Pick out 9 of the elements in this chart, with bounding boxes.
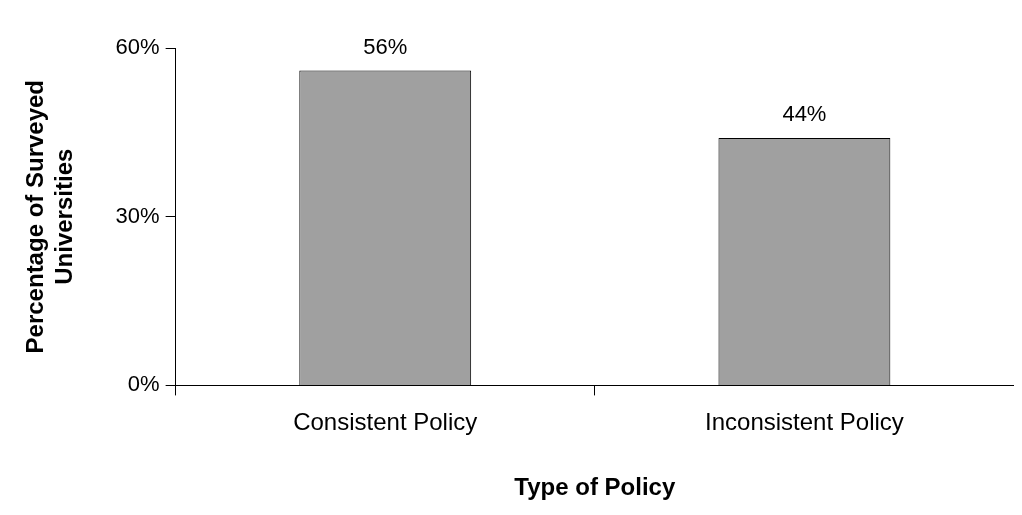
y-tick-label: 30% (115, 202, 160, 228)
y-tick-label: 0% (127, 371, 160, 397)
y-tick-label: 60% (115, 34, 160, 60)
x-axis-title: Type of Policy (514, 473, 676, 501)
y-axis-title: Percentage of Surveyed Universities (21, 79, 77, 354)
data-label: 56% (363, 33, 408, 59)
data-label: 44% (782, 101, 827, 127)
x-tick-label: Consistent Policy (293, 408, 478, 436)
x-tick-label: Inconsistent Policy (705, 408, 904, 436)
